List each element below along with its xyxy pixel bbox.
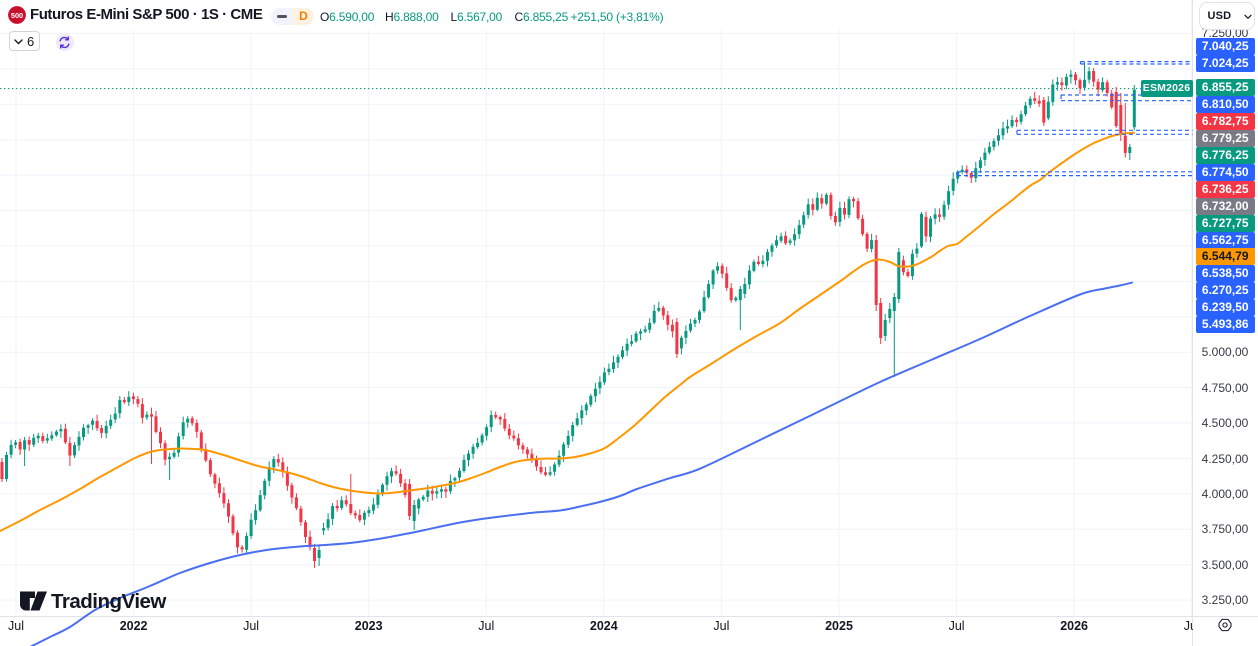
svg-text:TradingView: TradingView [51,590,166,613]
svg-text:500: 500 [11,11,23,20]
